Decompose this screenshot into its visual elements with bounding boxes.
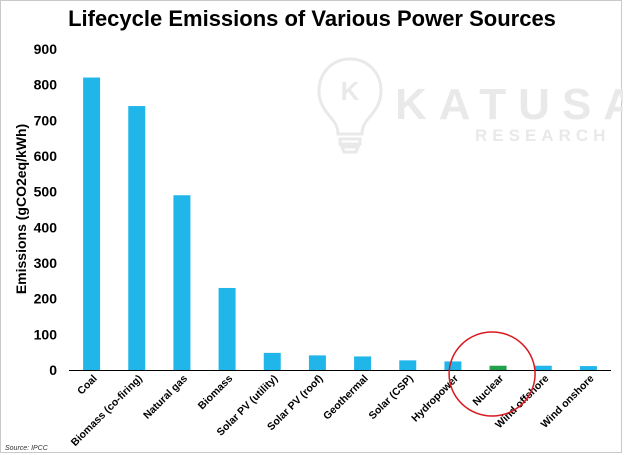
bar-wind-onshore <box>579 366 597 370</box>
x-tick-label: Natural gas <box>141 373 190 422</box>
bar-wind-offshore <box>534 365 552 370</box>
source-note: Source: IPCC <box>5 445 49 452</box>
bar-coal <box>83 77 101 371</box>
y-tick-label: 0 <box>49 362 57 378</box>
watermark-sub: RESEARCH <box>475 126 610 145</box>
bar-biomass-co-firing <box>128 106 146 371</box>
watermark-bulb-icon <box>317 57 383 154</box>
bar-solar-pv-roof <box>308 355 326 370</box>
chart-title: Lifecycle Emissions of Various Power Sou… <box>68 6 556 31</box>
y-axis-label: Emissions (gCO2eq/kWh) <box>13 124 29 294</box>
y-axis-ticks: 0 100 200 300 400 500 600 700 800 900 <box>34 41 58 378</box>
bar-solar-csp <box>399 360 417 370</box>
watermark-brand: KATUSA <box>395 80 623 129</box>
x-tick-label: Solar (CSP) <box>367 373 416 422</box>
y-tick-label: 500 <box>34 184 58 200</box>
bars <box>83 77 597 371</box>
y-tick-label: 600 <box>34 148 58 164</box>
y-tick-label: 300 <box>34 255 58 271</box>
x-tick-label: Biomass <box>196 373 236 413</box>
bar-geothermal <box>354 356 372 370</box>
bar-hydropower <box>444 361 462 370</box>
x-tick-label: Geothermal <box>321 373 371 423</box>
watermark-logo-letter: K <box>341 76 360 106</box>
x-tick-label: Coal <box>75 373 100 398</box>
y-tick-label: 200 <box>34 291 58 307</box>
bar-biomass <box>218 287 236 370</box>
y-tick-label: 900 <box>34 41 58 57</box>
watermark: K KATUSA RESEARCH <box>317 57 623 154</box>
bar-natural-gas <box>173 195 191 370</box>
y-tick-label: 800 <box>34 77 58 93</box>
bar-nuclear <box>489 365 507 370</box>
nuclear-highlight-circle <box>448 331 536 417</box>
x-tick-label: Nuclear <box>470 373 506 409</box>
x-tick-label: Hydropower <box>409 373 461 425</box>
y-tick-label: 100 <box>34 326 58 342</box>
y-tick-label: 700 <box>34 112 58 128</box>
y-tick-label: 400 <box>34 219 58 235</box>
bar-solar-pv-utility <box>263 352 281 370</box>
